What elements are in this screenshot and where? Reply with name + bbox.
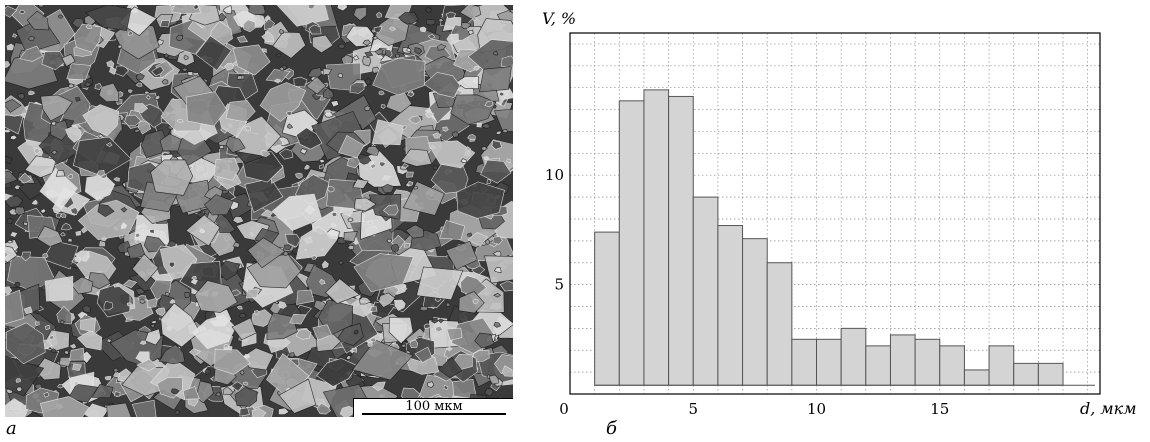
plot-frame (569, 32, 1101, 395)
histogram-bar (840, 327, 867, 386)
scale-bar-line (362, 413, 506, 415)
x-axis-label: d, мкм (1080, 399, 1137, 418)
histogram-bar (668, 95, 694, 386)
sem-micrograph: 100 мкм (5, 5, 513, 417)
histogram-bar (742, 238, 768, 386)
x-tick-label: 0 (559, 400, 569, 418)
histogram-bar (914, 338, 941, 386)
x-tick-label: 5 (688, 400, 698, 418)
histogram-bar (618, 100, 645, 386)
tick-labels: 0 5 10 15 5 10 (545, 166, 949, 418)
crystal-particles (5, 5, 513, 417)
micrograph-image (5, 5, 513, 417)
bars (594, 89, 1095, 386)
histogram-bar (865, 345, 891, 386)
histogram-bar (717, 225, 744, 386)
histogram-bar (988, 345, 1015, 386)
y-tick-label: 5 (554, 276, 564, 294)
scale-bar: 100 мкм (353, 398, 513, 417)
x-tick-label: 10 (807, 400, 826, 418)
histogram-bar (692, 196, 719, 386)
panel-label-b: б (606, 418, 617, 439)
x-tick-label: 15 (930, 400, 949, 418)
panel-label-a: а (6, 418, 17, 439)
histogram-bar (1013, 362, 1039, 386)
histogram-bar (939, 345, 965, 386)
histogram-chart: 0 5 10 15 5 10 V, % d, мкм (542, 9, 1137, 418)
y-axis-label: V, % (542, 9, 576, 28)
y-tick-label: 10 (545, 166, 564, 184)
histogram-bar (1037, 362, 1064, 386)
histogram-bar (889, 334, 916, 386)
histogram-bar (594, 231, 620, 386)
histogram-bar (791, 338, 818, 386)
histogram-bar (963, 369, 990, 386)
histogram-bar (766, 262, 793, 386)
scale-bar-label: 100 мкм (405, 399, 463, 414)
histogram-bar (643, 89, 670, 386)
histogram-bar (816, 338, 842, 386)
